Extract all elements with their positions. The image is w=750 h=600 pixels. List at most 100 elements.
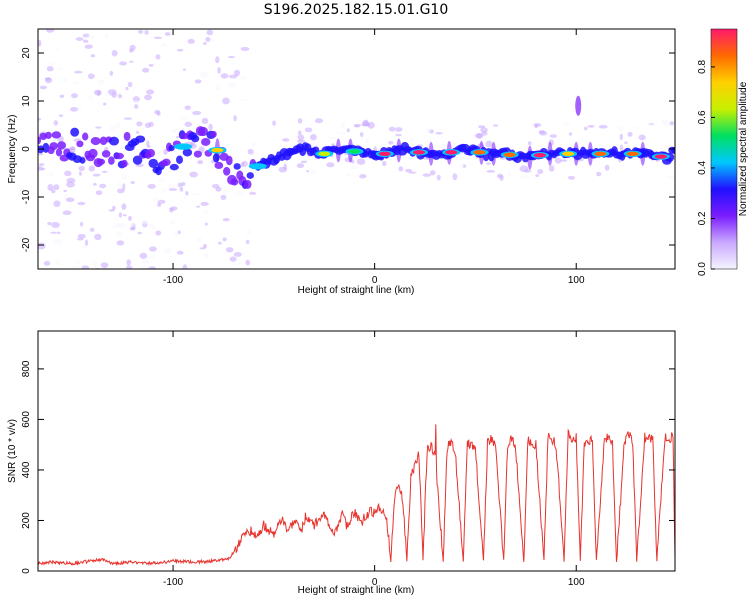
spectrogram-noise-speckle (245, 239, 250, 244)
spectrogram-noise-speckle (130, 181, 135, 184)
spectrogram-noise-speckle (167, 183, 175, 190)
spectrogram-noise-speckle (118, 212, 123, 218)
spectrogram-noise-speckle (140, 265, 149, 269)
spectrogram-noise-speckle (155, 54, 161, 60)
spectrogram-noise-speckle (139, 252, 148, 259)
spectrogram-noise-speckle (47, 221, 52, 226)
spectrogram-noise-speckle (192, 110, 202, 116)
spectrogram-noise-speckle (196, 205, 201, 208)
spectrogram-ridge-blob (88, 148, 98, 159)
spectrogram-noise-speckle (649, 122, 656, 127)
spectrogram-ridge-blob (99, 136, 108, 146)
spectrogram-noise-speckle (499, 174, 504, 181)
spectrogram-noise-speckle (187, 38, 195, 44)
spectrogram-noise-speckle (338, 131, 346, 135)
spectrogram-noise-speckle (92, 173, 101, 177)
spectrogram-noise-speckle (136, 121, 143, 127)
spectrogram-noise-speckle (480, 127, 488, 133)
spectrogram-noise-speckle (164, 247, 171, 255)
spectrogram-noise-speckle (485, 140, 493, 148)
spectrogram-noise-speckle (240, 46, 250, 52)
snr-x-tick-label: 0 (372, 577, 378, 588)
spectrogram-noise-speckle (88, 95, 93, 101)
spectrogram-noise-speckle (122, 214, 127, 217)
spectrogram-ridge-blob (79, 157, 86, 164)
spectrogram-noise-speckle (356, 158, 366, 165)
spectrogram-noise-speckle (127, 81, 133, 88)
spectrogram-noise-speckle (353, 123, 362, 127)
spectrogram-ridge-blob (55, 148, 63, 157)
spectrogram-noise-speckle (559, 159, 568, 162)
spectrogram-noise-speckle (304, 127, 313, 133)
spectrogram-noise-speckle (334, 131, 340, 134)
spectrogram-ridge-blob (70, 127, 80, 137)
spectrogram-noise-speckle (102, 170, 108, 173)
spectrogram-hotspot-core (503, 152, 516, 157)
spectrogram-noise-speckle (44, 77, 51, 81)
spectrogram-noise-speckle (137, 231, 142, 235)
spectrogram-noise-speckle (297, 118, 303, 124)
spectrogram-hotspot-core (562, 151, 575, 156)
spectrogram-noise-speckle (661, 119, 669, 126)
spectrogram-noise-speckle (598, 124, 608, 129)
spectrogram-noise-speckle (245, 230, 252, 235)
spectrogram-noise-speckle (204, 222, 208, 226)
spectrogram-noise-speckle (160, 42, 167, 48)
spectrogram-noise-speckle (130, 222, 135, 226)
spectrogram-ridge-blob (198, 126, 208, 137)
spectrogram-noise-speckle (38, 152, 44, 156)
spectrogram-hotspot-core (445, 150, 458, 155)
spectrogram-noise-speckle (452, 173, 458, 181)
spectrogram-noise-speckle (176, 250, 184, 255)
spectrogram-noise-speckle (184, 121, 193, 127)
spectrogram-ridge-blob (132, 155, 143, 165)
spectrogram-ridge-blob (72, 155, 82, 164)
spectrogram-noise-speckle (79, 221, 84, 227)
spectrogram-noise-speckle (122, 183, 126, 191)
spectrogram-noise-speckle (222, 97, 230, 105)
spectrogram-noise-speckle (148, 63, 154, 67)
spectrogram-ridge-blob (214, 161, 224, 170)
snr-ticks: -100 0 100 0 200 400 600 800 (21, 331, 675, 588)
spectrogram-noise-speckle (587, 124, 595, 128)
spectrogram-noise-speckle (251, 141, 256, 148)
spectrogram-noise-speckle (38, 166, 43, 171)
spectrogram-noise-speckle (121, 203, 127, 211)
spectrogram-noise-speckle (229, 256, 237, 262)
spectrogram-noise-speckle (296, 163, 305, 169)
spectrogram-noise-speckle (175, 135, 180, 139)
spectrogram-noise-speckle (116, 240, 125, 246)
spectrogram-noise-speckle (225, 247, 234, 253)
spectrogram-noise-speckle (181, 181, 186, 186)
spectrogram-ridge-blob (191, 134, 200, 143)
spectrogram-hotspot-core (626, 151, 639, 156)
spectrogram-ridge-blob (162, 158, 171, 166)
spectrogram-noise-speckle (215, 186, 222, 192)
spectrogram-noise-speckle (189, 171, 198, 178)
spectrogram-hotspot-core (412, 150, 425, 155)
spectrogram-noise-speckle (71, 146, 75, 151)
spectrogram-noise-speckle (520, 175, 530, 179)
spectrogram-noise-speckle (64, 170, 72, 177)
spectrogram-noise-speckle (492, 124, 499, 127)
spectrogram-noise-speckle (669, 121, 675, 126)
spectrogram-noise-speckle (146, 140, 150, 147)
spectrogram-hotspot-core (348, 149, 361, 154)
spectrogram-noise-speckle (129, 60, 134, 63)
spectrogram-noise-speckle (549, 134, 557, 138)
spectrogram-noise-speckle (182, 68, 187, 71)
spectrogram-noise-speckle (112, 205, 116, 211)
spectrogram-noise-speckle (154, 109, 160, 115)
spectrogram-noise-speckle (84, 44, 93, 49)
spectrogram-noise-speckle (169, 206, 178, 211)
spectrogram-noise-speckle (111, 49, 118, 57)
spectrogram-noise-speckle (107, 184, 112, 187)
spectrogram-noise-speckle (71, 93, 78, 99)
spectrogram-noise-speckle (435, 131, 443, 135)
spectrogram-noise-speckle (148, 224, 155, 229)
spectrogram-noise-speckle (307, 168, 316, 175)
spectrogram-noise-speckle (72, 81, 78, 84)
spectrogram-ridge-blob (108, 156, 115, 165)
spectrogram-noise-speckle (169, 219, 176, 225)
spectrogram-noise-speckle (184, 105, 191, 110)
